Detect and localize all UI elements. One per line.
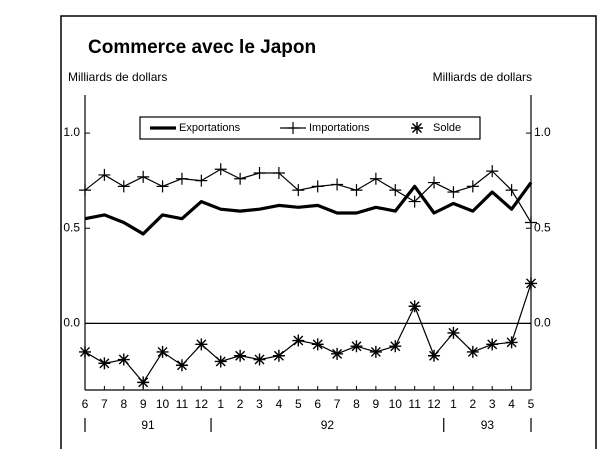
x-tick-label: 9 [373, 397, 380, 411]
x-tick-label: 10 [156, 397, 170, 411]
x-tick-label: 5 [528, 397, 535, 411]
y2-tick-label: 0.0 [534, 316, 551, 330]
series-line [84, 168, 532, 223]
marker-plus [156, 180, 169, 193]
marker-asterisk [98, 357, 111, 370]
x-tick-label: 2 [469, 397, 476, 411]
marker-plus [137, 170, 150, 183]
marker-asterisk [525, 277, 537, 290]
marker-asterisk [408, 300, 421, 313]
marker-asterisk [156, 345, 169, 358]
marker-plus [117, 180, 130, 193]
x-tick-label: 6 [82, 397, 89, 411]
x-tick-label: 8 [120, 397, 127, 411]
marker-plus [428, 176, 441, 189]
y2-tick-label: 0.5 [534, 220, 551, 234]
marker-plus [505, 184, 518, 197]
y2-axis-label: Milliards de dollars [433, 70, 532, 84]
marker-plus [98, 168, 111, 181]
legend-box [139, 116, 481, 140]
y-tick-label: 1.0 [63, 125, 80, 139]
y-axis-label: Milliards de dollars [68, 70, 167, 84]
series-line [84, 283, 532, 383]
marker-plus [175, 172, 188, 185]
marker-asterisk [505, 336, 518, 349]
legend-marker [287, 122, 299, 134]
marker-plus [408, 195, 421, 208]
x-tick-label: 4 [276, 397, 283, 411]
x-tick-label: 3 [489, 397, 496, 411]
marker-plus [447, 186, 460, 199]
series-line [84, 181, 533, 236]
x-tick-label: 5 [295, 397, 302, 411]
marker-asterisk [195, 338, 208, 351]
marker-asterisk [389, 340, 402, 353]
x-tick-label: 1 [217, 397, 224, 411]
marker-plus [195, 174, 208, 187]
x-tick-label: 10 [389, 397, 403, 411]
legend-label: Solde [433, 122, 461, 134]
x-tick-label: 2 [237, 397, 244, 411]
marker-asterisk [311, 338, 324, 351]
marker-plus [350, 184, 363, 197]
marker-plus [389, 184, 402, 197]
marker-asterisk [428, 349, 441, 362]
marker-asterisk [234, 349, 247, 362]
marker-asterisk [253, 353, 266, 366]
year-label: 93 [481, 418, 495, 432]
marker-asterisk [486, 338, 499, 351]
marker-asterisk [79, 345, 91, 358]
marker-plus [214, 163, 227, 176]
frame [60, 15, 597, 449]
marker-asterisk [369, 345, 382, 358]
x-tick-label: 7 [334, 397, 341, 411]
legend-marker [411, 122, 423, 134]
marker-plus [292, 184, 305, 197]
x-tick-label: 8 [353, 397, 360, 411]
x-tick-label: 12 [427, 397, 441, 411]
x-tick-label: 7 [101, 397, 108, 411]
marker-asterisk [331, 347, 344, 360]
x-tick-label: 4 [508, 397, 515, 411]
marker-asterisk [466, 345, 479, 358]
legend-label: Exportations [179, 122, 241, 134]
marker-asterisk [292, 334, 305, 347]
marker-plus [369, 172, 382, 185]
marker-asterisk [214, 355, 227, 368]
y-tick-label: 0.0 [63, 316, 80, 330]
marker-plus [311, 180, 324, 193]
x-tick-label: 9 [140, 397, 147, 411]
x-tick-label: 6 [314, 397, 321, 411]
x-tick-label: 1 [450, 397, 457, 411]
marker-plus [234, 172, 247, 185]
year-label: 92 [321, 418, 335, 432]
marker-plus [79, 184, 91, 197]
legend-label: Importations [309, 122, 370, 134]
y-tick-label: 0.5 [63, 220, 80, 234]
marker-asterisk [117, 353, 130, 366]
chart-title: Commerce avec le Japon [88, 37, 316, 58]
x-tick-label: 11 [408, 397, 421, 411]
marker-asterisk [272, 349, 285, 362]
marker-asterisk [137, 376, 150, 389]
marker-plus [466, 180, 479, 193]
marker-plus [272, 167, 285, 180]
marker-asterisk [447, 326, 460, 339]
marker-plus [525, 216, 537, 229]
marker-plus [486, 165, 499, 178]
x-tick-label: 12 [195, 397, 209, 411]
marker-plus [331, 178, 344, 191]
y2-tick-label: 1.0 [534, 125, 551, 139]
marker-asterisk [350, 340, 363, 353]
year-label: 91 [141, 418, 155, 432]
x-tick-label: 11 [176, 397, 189, 411]
x-tick-label: 3 [256, 397, 263, 411]
marker-plus [253, 167, 266, 180]
marker-asterisk [175, 359, 188, 372]
